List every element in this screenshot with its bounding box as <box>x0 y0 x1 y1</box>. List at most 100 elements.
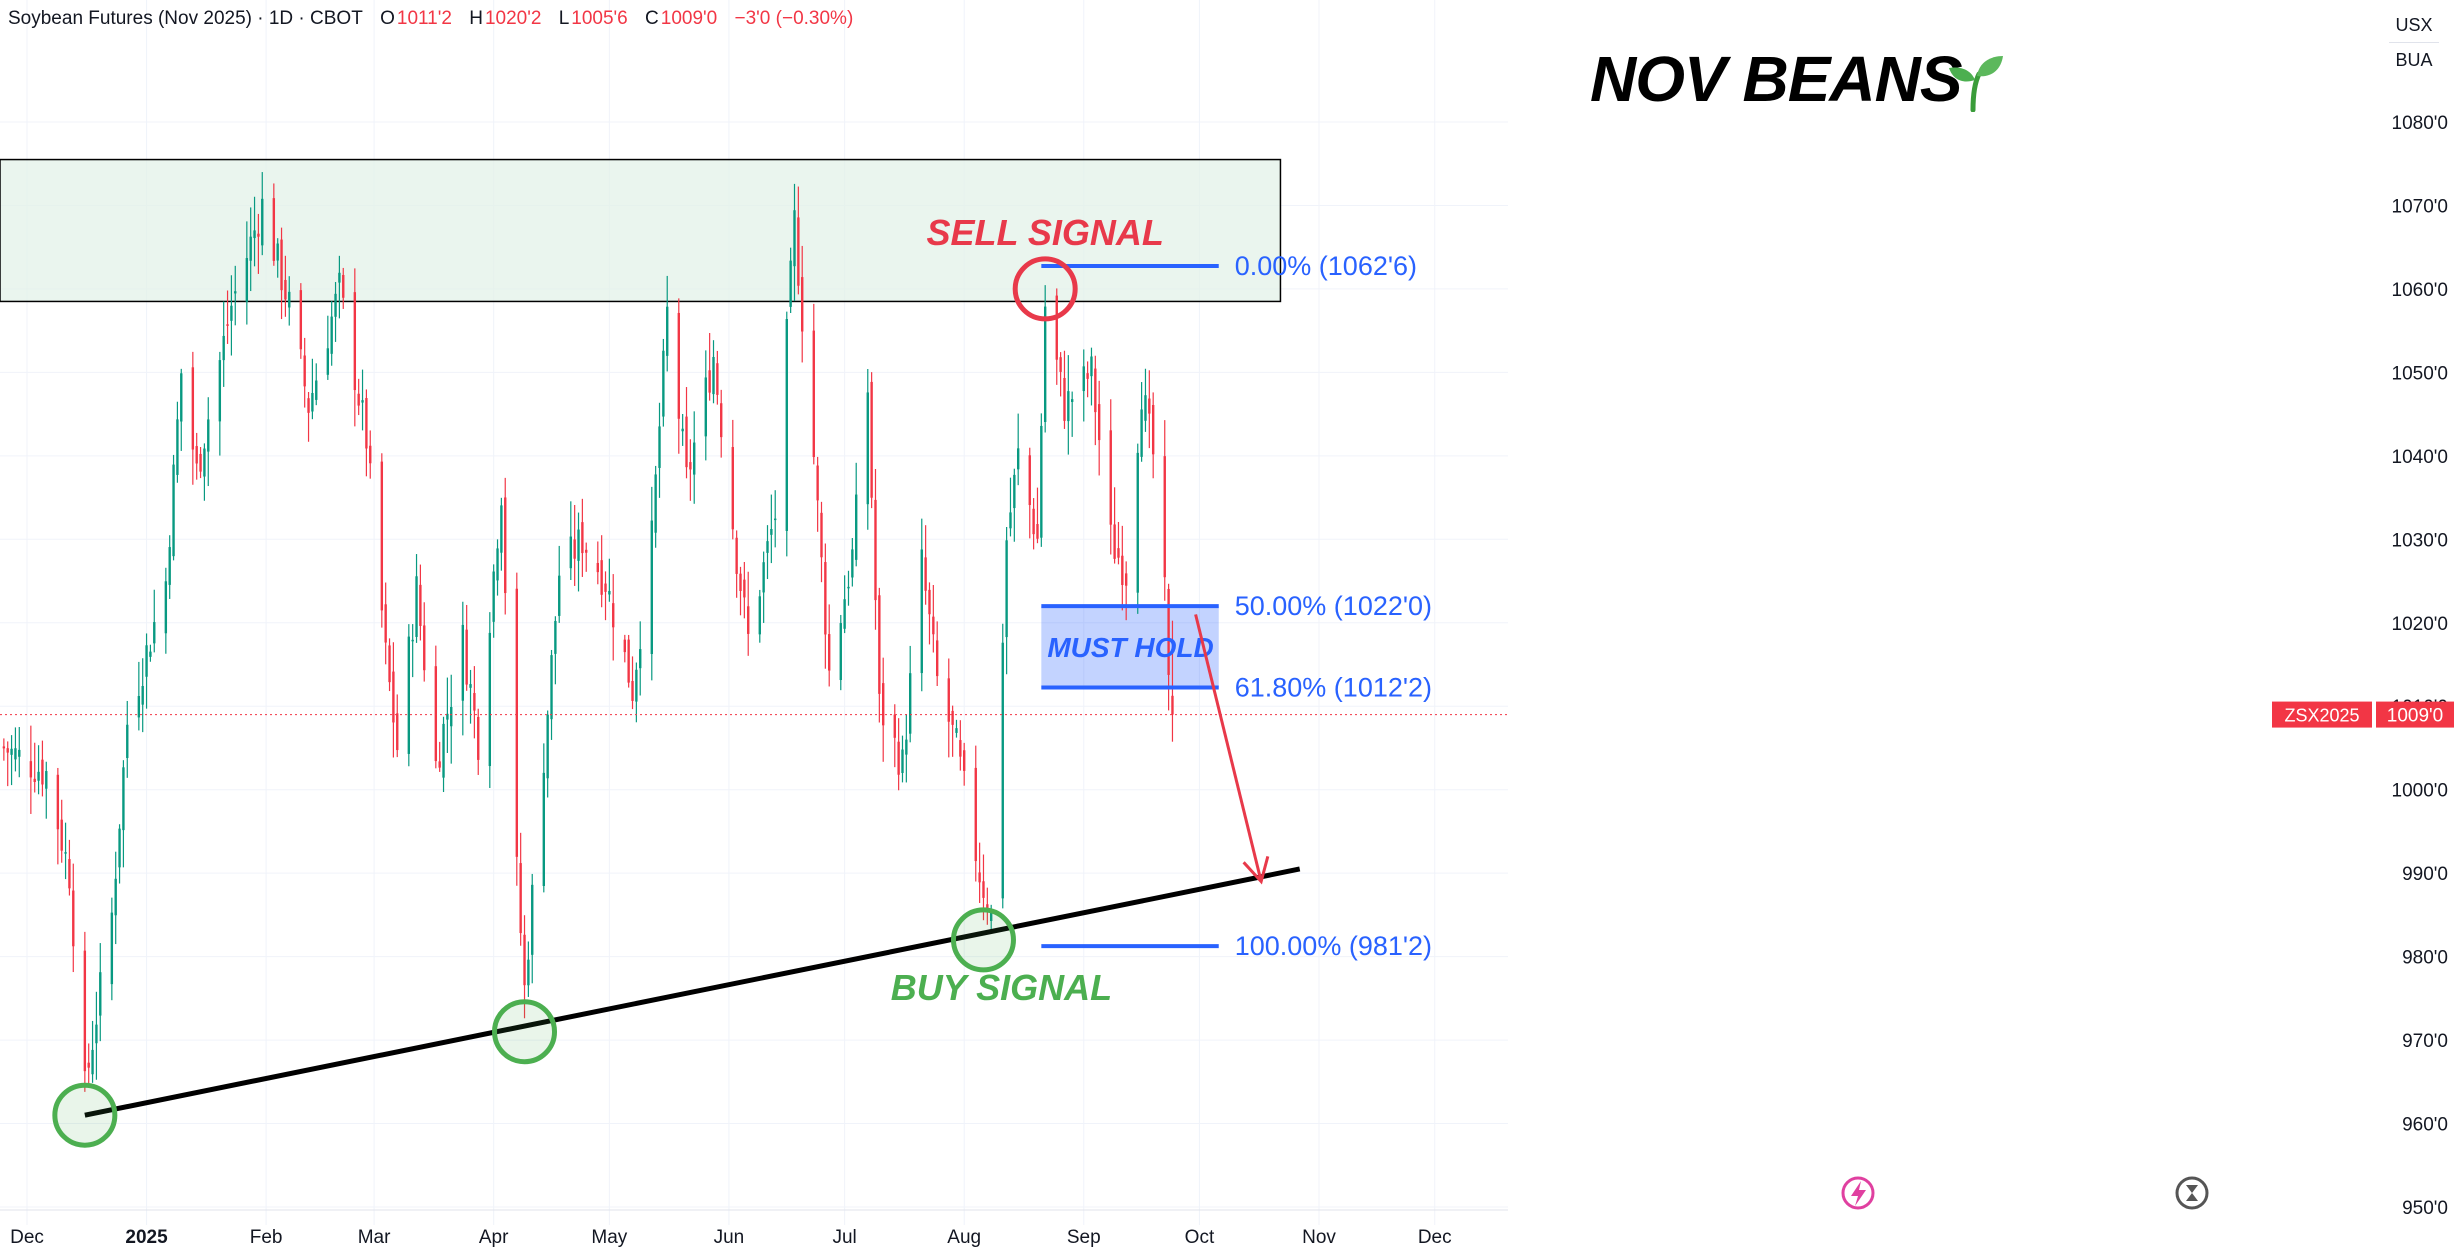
candle[interactable] <box>978 842 981 903</box>
lightning-icon[interactable] <box>1841 1176 1875 1210</box>
candle[interactable] <box>1013 468 1016 542</box>
candle[interactable] <box>361 369 364 431</box>
candle[interactable] <box>203 443 206 501</box>
candle[interactable] <box>1086 361 1089 398</box>
candle[interactable] <box>1009 477 1012 537</box>
candle[interactable] <box>153 589 156 653</box>
candle[interactable] <box>1028 447 1031 539</box>
candle[interactable] <box>739 566 742 616</box>
candle[interactable] <box>897 718 900 791</box>
candle[interactable] <box>72 863 75 973</box>
candle[interactable] <box>392 642 395 758</box>
candle[interactable] <box>33 742 36 793</box>
candle[interactable] <box>226 290 229 344</box>
candle[interactable] <box>758 589 761 643</box>
candle[interactable] <box>450 674 453 764</box>
candle[interactable] <box>735 530 738 598</box>
candle[interactable] <box>1059 352 1062 397</box>
candle[interactable] <box>56 767 60 865</box>
currency-code[interactable]: USX <box>2389 8 2439 43</box>
candle[interactable] <box>531 873 534 984</box>
candle[interactable] <box>1043 285 1047 433</box>
candle[interactable] <box>600 535 603 608</box>
candle[interactable] <box>118 824 121 884</box>
candle[interactable] <box>126 700 129 778</box>
currency-unit[interactable]: BUA <box>2395 50 2433 70</box>
candle[interactable] <box>905 714 908 783</box>
candle[interactable] <box>137 661 141 731</box>
candle[interactable] <box>415 554 418 643</box>
candle[interactable] <box>1055 288 1058 385</box>
currency-selector[interactable]: USX BUA <box>2389 8 2439 77</box>
candle[interactable] <box>311 358 314 420</box>
candle[interactable] <box>176 401 179 483</box>
candle[interactable] <box>207 397 210 487</box>
candle[interactable] <box>1163 420 1166 601</box>
candle[interactable] <box>168 535 171 599</box>
candle[interactable] <box>504 477 507 615</box>
candle[interactable] <box>446 677 449 753</box>
y-axis[interactable]: 1080'0 1070'0 1060'0 1050'0 1040'0 1030'0 1020… <box>1508 0 2461 1253</box>
candle[interactable] <box>527 941 530 997</box>
candle[interactable] <box>1148 370 1151 449</box>
candle[interactable] <box>338 255 341 319</box>
candle[interactable] <box>708 333 711 401</box>
candle[interactable] <box>1016 413 1020 486</box>
candle[interactable] <box>685 387 688 479</box>
candle[interactable] <box>658 402 661 498</box>
candle[interactable] <box>1144 368 1147 432</box>
candle[interactable] <box>554 616 557 685</box>
candle[interactable] <box>801 245 804 363</box>
candle[interactable] <box>334 281 337 342</box>
candle[interactable] <box>1171 620 1174 742</box>
candle[interactable] <box>180 368 183 451</box>
candle[interactable] <box>299 283 303 359</box>
candle[interactable] <box>500 497 503 571</box>
candle[interactable] <box>847 570 850 606</box>
candle[interactable] <box>1136 443 1139 614</box>
candle[interactable] <box>434 645 438 769</box>
candle[interactable] <box>608 558 611 602</box>
candle[interactable] <box>662 338 665 427</box>
candle[interactable] <box>307 392 310 442</box>
candle[interactable] <box>839 614 842 691</box>
candle[interactable] <box>577 512 580 592</box>
candle[interactable] <box>650 486 653 681</box>
candle[interactable] <box>465 604 468 691</box>
candle[interactable] <box>222 301 225 387</box>
candle[interactable] <box>64 822 67 880</box>
candle[interactable] <box>716 350 719 405</box>
candle[interactable] <box>276 238 279 278</box>
candle[interactable] <box>812 303 815 465</box>
candle[interactable] <box>407 624 411 767</box>
candle[interactable] <box>1032 498 1035 550</box>
candle[interactable] <box>492 564 495 638</box>
candle[interactable] <box>91 1020 94 1083</box>
candle[interactable] <box>191 351 195 485</box>
candle[interactable] <box>272 183 276 266</box>
candle[interactable] <box>172 454 175 561</box>
candle[interactable] <box>1040 413 1043 547</box>
candle[interactable] <box>797 186 800 295</box>
candle[interactable] <box>280 227 283 320</box>
candle[interactable] <box>920 518 923 692</box>
candle[interactable] <box>681 414 684 446</box>
candle[interactable] <box>110 897 114 1001</box>
candle[interactable] <box>230 275 233 356</box>
candle[interactable] <box>114 851 117 945</box>
candle[interactable] <box>1151 392 1155 479</box>
candle[interactable] <box>1063 350 1066 429</box>
candle[interactable] <box>789 247 792 314</box>
candle[interactable] <box>693 411 696 504</box>
candle[interactable] <box>573 504 576 586</box>
candle[interactable] <box>585 542 588 572</box>
candle[interactable] <box>496 539 499 596</box>
candle[interactable] <box>870 372 873 509</box>
candle[interactable] <box>99 943 102 1042</box>
candle[interactable] <box>1140 382 1143 462</box>
candle[interactable] <box>1109 399 1112 555</box>
candle[interactable] <box>816 456 819 532</box>
candle[interactable] <box>882 657 885 762</box>
candle[interactable] <box>924 525 927 605</box>
candle[interactable] <box>712 340 715 404</box>
